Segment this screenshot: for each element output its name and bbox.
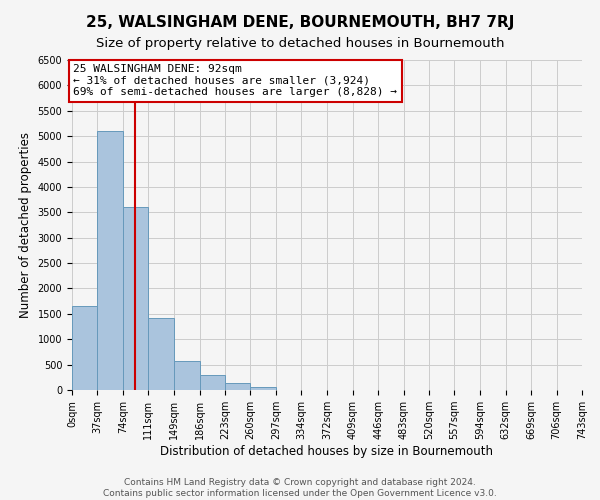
X-axis label: Distribution of detached houses by size in Bournemouth: Distribution of detached houses by size … [161, 445, 493, 458]
Bar [250, 387, 276, 390]
Text: Contains HM Land Registry data © Crown copyright and database right 2024.
Contai: Contains HM Land Registry data © Crown c… [103, 478, 497, 498]
Text: 25 WALSINGHAM DENE: 92sqm
← 31% of detached houses are smaller (3,924)
69% of se: 25 WALSINGHAM DENE: 92sqm ← 31% of detac… [73, 64, 397, 98]
Text: 25, WALSINGHAM DENE, BOURNEMOUTH, BH7 7RJ: 25, WALSINGHAM DENE, BOURNEMOUTH, BH7 7R… [86, 15, 514, 30]
Bar [123, 207, 148, 390]
Bar [225, 382, 250, 390]
Bar [72, 306, 97, 390]
Bar [97, 131, 123, 390]
Bar [174, 360, 200, 390]
Y-axis label: Number of detached properties: Number of detached properties [19, 132, 32, 318]
Bar [200, 375, 225, 390]
Text: Size of property relative to detached houses in Bournemouth: Size of property relative to detached ho… [96, 38, 504, 51]
Bar [148, 318, 174, 390]
